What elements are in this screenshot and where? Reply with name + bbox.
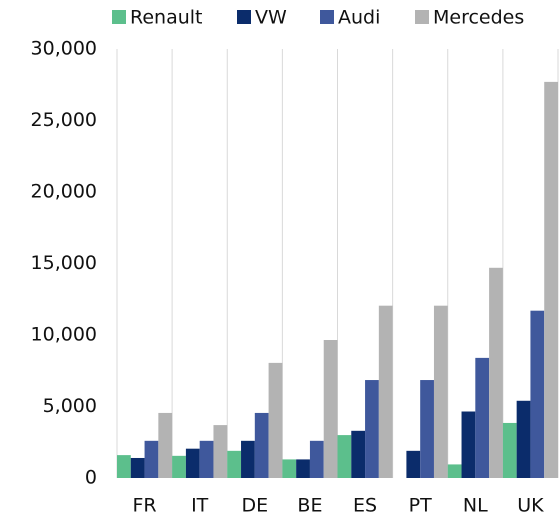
- bar: [447, 464, 462, 478]
- x-tick-label: DE: [241, 495, 268, 517]
- bar: [213, 425, 228, 478]
- x-tick-label: FR: [132, 495, 156, 517]
- legend-label: VW: [255, 7, 287, 29]
- bar: [406, 450, 421, 478]
- x-tick-label: ES: [353, 495, 377, 517]
- y-tick-label: 10,000: [31, 324, 97, 346]
- legend-label: Mercedes: [433, 7, 524, 29]
- bar: [337, 435, 352, 478]
- bar: [516, 400, 531, 478]
- bar: [461, 411, 476, 478]
- y-tick-label: 20,000: [31, 181, 97, 203]
- x-tick-label: IT: [191, 495, 209, 517]
- legend-swatch: [320, 10, 334, 24]
- x-tick-label: PT: [409, 495, 432, 517]
- y-tick-label: 30,000: [31, 38, 97, 60]
- legend-swatch: [112, 10, 126, 24]
- y-tick-label: 15,000: [31, 252, 97, 274]
- bar: [378, 305, 393, 478]
- bar: [268, 362, 283, 478]
- x-tick-label: UK: [517, 495, 544, 517]
- bar: [296, 459, 310, 478]
- legend-swatch: [415, 10, 429, 24]
- legend-swatch: [237, 10, 251, 24]
- bar: [158, 412, 173, 478]
- bar: [309, 440, 324, 478]
- bar: [502, 422, 517, 478]
- bar: [365, 380, 379, 478]
- bar: [544, 81, 558, 478]
- bar: [323, 340, 338, 478]
- legend-label: Audi: [338, 7, 380, 29]
- bar: [144, 440, 159, 478]
- bar: [172, 455, 186, 478]
- bar: [185, 448, 200, 478]
- y-tick-label: 25,000: [31, 109, 97, 131]
- y-tick-label: 5,000: [43, 395, 97, 417]
- bar: [351, 430, 366, 478]
- x-tick-label: NL: [463, 495, 488, 517]
- x-tick-label: BE: [297, 495, 322, 517]
- bar: [420, 380, 434, 478]
- bar: [227, 450, 242, 478]
- bar: [433, 305, 448, 478]
- legend-label: Renault: [130, 7, 203, 29]
- bar: [282, 459, 297, 478]
- y-tick-label: 0: [85, 467, 97, 489]
- bar: [530, 310, 545, 478]
- bar: [117, 455, 131, 478]
- bar: [241, 440, 255, 478]
- bar: [199, 440, 214, 478]
- bar: [254, 412, 269, 478]
- bar: [130, 457, 145, 478]
- bar: [475, 357, 490, 478]
- bar: [489, 267, 503, 478]
